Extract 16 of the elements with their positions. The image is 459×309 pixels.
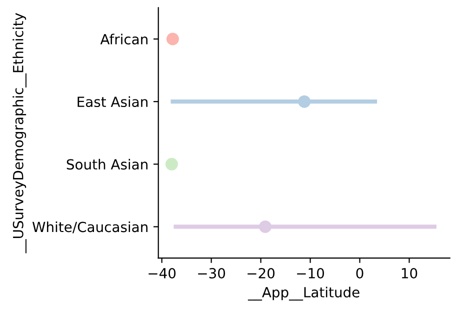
point [258,220,272,233]
point [165,158,178,170]
x-tick-label: −20 [248,268,275,278]
point [166,32,179,46]
y-tick-label: South Asian [66,158,148,170]
y-tick-label: African [100,34,148,44]
point [298,95,311,108]
x-tick-label: 10 [402,268,418,278]
y-tick-label: White/Caucasian [32,221,148,234]
x-tick-label: −40 [148,268,176,278]
y-axis-title: __USurveyDemographic__Ethnicity [12,13,26,254]
x-tick-label: −10 [297,268,324,278]
x-axis-title: __App__Latitude [248,286,360,301]
y-tick-label: East Asian [78,96,148,108]
x-tick-label: −30 [198,268,226,278]
x-tick-label: 0 [356,268,364,278]
